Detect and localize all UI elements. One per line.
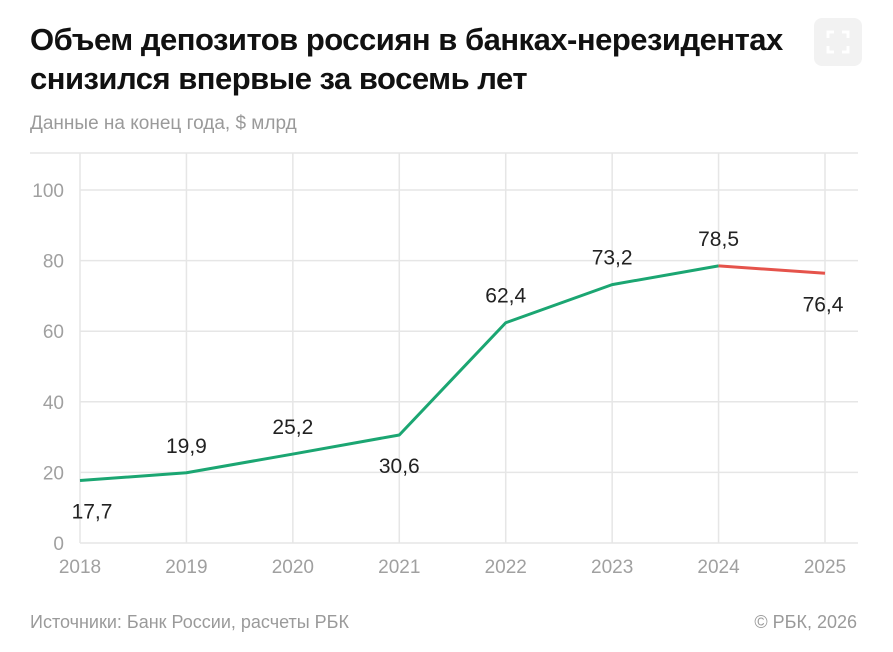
x-tick-label: 2024 [697,557,740,578]
chart-title: Объем депозитов россиян в банках-нерезид… [30,22,783,96]
x-tick-label: 2022 [485,557,527,578]
x-tick-label: 2018 [59,557,101,578]
source-note: Источники: Банк России, расчеты РБК [30,612,349,632]
fullscreen-button[interactable] [814,18,862,66]
series-line-decline [718,264,826,275]
chart-subtitle: Данные на конец года, $ млрд [30,113,297,134]
x-tick-label: 2020 [272,557,314,578]
x-tick-label: 2023 [591,557,633,578]
x-tick-label: 2019 [165,557,207,578]
data-label: 73,2 [592,247,633,270]
data-label: 76,4 [803,293,844,316]
x-tick-label: 2021 [378,557,420,578]
y-tick-label: 60 [43,322,64,343]
data-label: 17,7 [72,501,113,524]
data-label: 62,4 [485,285,526,308]
y-tick-label: 40 [43,393,64,414]
copyright: © РБК, 2026 [754,612,857,632]
y-tick-label: 100 [32,181,64,202]
x-tick-label: 2025 [804,557,846,578]
fullscreen-icon [826,30,850,54]
y-tick-label: 20 [43,463,64,484]
y-tick-label: 0 [53,534,64,555]
y-tick-label: 80 [43,252,64,273]
data-label: 78,5 [698,228,739,251]
data-label: 30,6 [379,455,420,478]
data-label: 25,2 [272,416,313,439]
data-label: 19,9 [166,435,207,458]
